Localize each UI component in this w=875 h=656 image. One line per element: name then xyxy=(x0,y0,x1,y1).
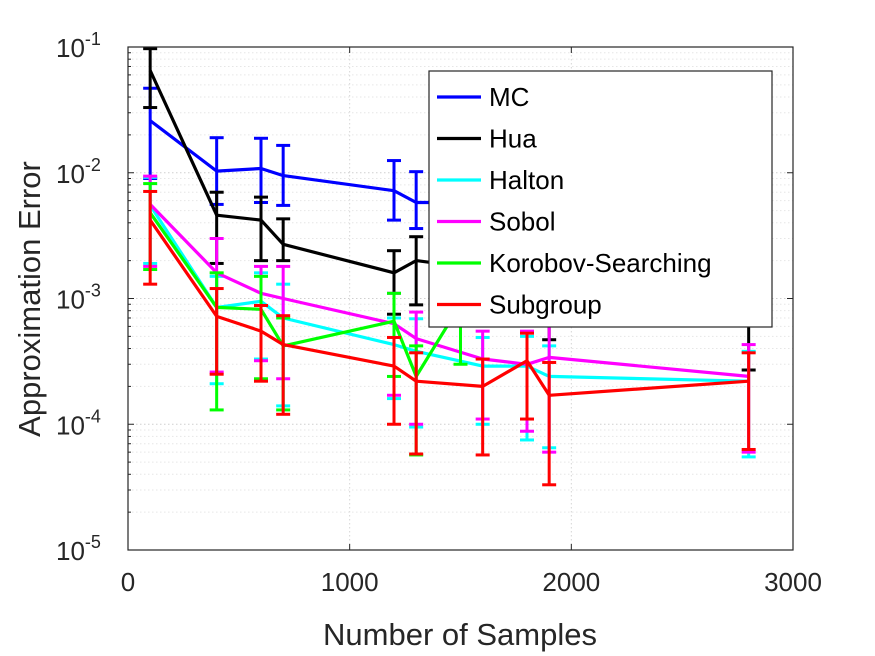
legend-label: Sobol xyxy=(489,207,556,237)
legend-label: Hua xyxy=(489,124,537,154)
legend-box xyxy=(428,70,773,328)
series-line xyxy=(148,219,749,397)
y-tick-label: 10-4 xyxy=(56,406,101,440)
y-tick-exponent: -5 xyxy=(85,532,101,552)
series-subgroup xyxy=(143,189,756,487)
y-axis-label: Approximation Error xyxy=(12,161,47,437)
x-tick-label: 0 xyxy=(121,567,135,597)
legend-label: Halton xyxy=(489,165,564,195)
y-tick-exponent: -2 xyxy=(85,155,101,175)
x-axis-label: Number of Samples xyxy=(323,617,597,652)
y-tick-base: 10 xyxy=(56,410,85,440)
x-tick-label: 2000 xyxy=(542,567,600,597)
legend-label: Korobov-Searching xyxy=(489,248,712,278)
legend-label: MC xyxy=(489,82,529,112)
y-tick-label: 10-1 xyxy=(56,29,101,63)
y-tick-exponent: -4 xyxy=(85,406,101,426)
x-tick-label: 3000 xyxy=(764,567,822,597)
series-line xyxy=(149,203,749,378)
y-tick-base: 10 xyxy=(56,285,85,315)
y-tick-base: 10 xyxy=(56,33,85,63)
legend-label: Subgroup xyxy=(489,290,602,320)
y-tick-exponent: -1 xyxy=(85,29,101,49)
series-layer xyxy=(143,47,756,487)
y-tick-base: 10 xyxy=(56,159,85,189)
y-tick-exponent: -3 xyxy=(85,281,101,301)
y-tick-label: 10-3 xyxy=(56,281,101,315)
y-tick-base: 10 xyxy=(56,536,85,566)
legend: MC Hua Halton Sobol Korobov-Searching Subgrou… xyxy=(428,70,773,328)
y-tick-label: 10-5 xyxy=(56,532,101,566)
x-tick-label: 1000 xyxy=(321,567,379,597)
y-tick-label: 10-2 xyxy=(56,155,101,189)
